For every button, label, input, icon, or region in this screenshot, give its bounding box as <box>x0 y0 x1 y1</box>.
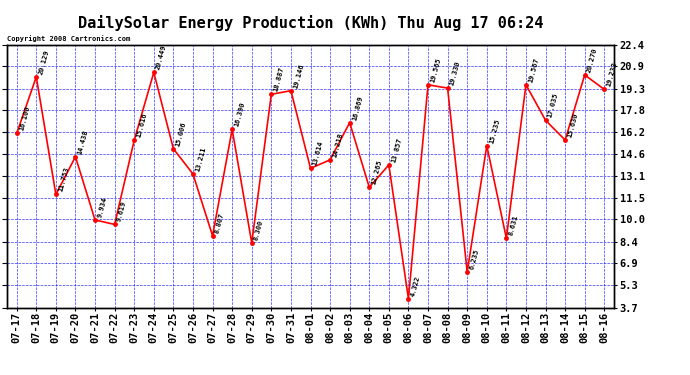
Text: 15.006: 15.006 <box>175 121 187 147</box>
Text: 15.616: 15.616 <box>136 112 148 138</box>
Text: DailySolar Energy Production (KWh) Thu Aug 17 06:24: DailySolar Energy Production (KWh) Thu A… <box>78 15 543 31</box>
Text: 18.887: 18.887 <box>273 66 285 93</box>
Text: 17.035: 17.035 <box>547 92 560 118</box>
Text: 14.218: 14.218 <box>331 132 344 158</box>
Text: 20.449: 20.449 <box>155 44 168 70</box>
Text: 9.934: 9.934 <box>97 196 108 218</box>
Text: Copyright 2008 Cartronics.com: Copyright 2008 Cartronics.com <box>7 36 130 42</box>
Text: 13.614: 13.614 <box>312 140 324 166</box>
Text: 11.753: 11.753 <box>57 166 70 193</box>
Text: 19.565: 19.565 <box>429 57 442 83</box>
Text: 20.270: 20.270 <box>586 47 598 73</box>
Text: 16.390: 16.390 <box>233 101 246 128</box>
Text: 6.235: 6.235 <box>469 248 480 270</box>
Text: 13.211: 13.211 <box>195 146 207 172</box>
Text: 9.619: 9.619 <box>116 201 128 223</box>
Text: 20.129: 20.129 <box>38 49 50 75</box>
Text: 19.232: 19.232 <box>606 62 618 88</box>
Text: 19.146: 19.146 <box>293 63 305 89</box>
Text: 4.322: 4.322 <box>410 275 421 297</box>
Text: 16.869: 16.869 <box>351 94 364 121</box>
Text: 8.631: 8.631 <box>508 214 519 237</box>
Text: 13.857: 13.857 <box>391 137 403 163</box>
Text: 16.100: 16.100 <box>18 105 30 132</box>
Text: 15.235: 15.235 <box>488 118 500 144</box>
Text: 15.630: 15.630 <box>566 112 579 138</box>
Text: 14.438: 14.438 <box>77 129 89 155</box>
Text: 19.330: 19.330 <box>449 60 462 86</box>
Text: 8.300: 8.300 <box>253 219 264 241</box>
Text: 12.265: 12.265 <box>371 159 383 186</box>
Text: 8.807: 8.807 <box>214 212 225 234</box>
Text: 19.567: 19.567 <box>527 57 540 83</box>
